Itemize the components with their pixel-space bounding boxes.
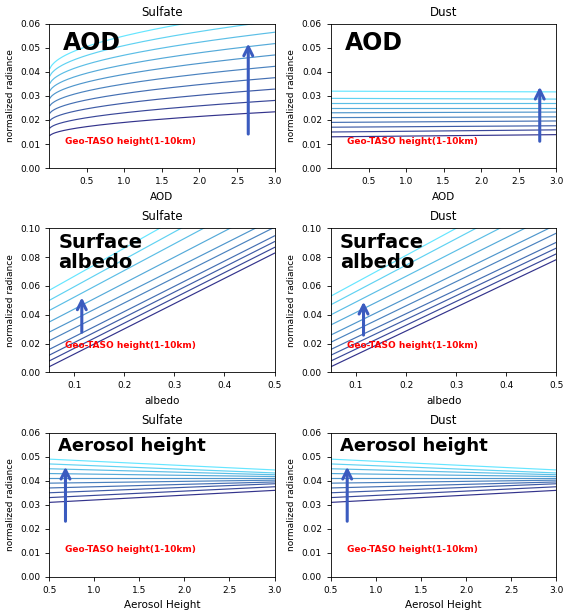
X-axis label: AOD: AOD xyxy=(432,192,455,201)
Text: Geo-TASO height(1-10km): Geo-TASO height(1-10km) xyxy=(347,341,477,350)
X-axis label: Aerosol Height: Aerosol Height xyxy=(405,601,482,610)
Text: Aerosol height: Aerosol height xyxy=(340,437,488,455)
Title: Sulfate: Sulfate xyxy=(141,415,183,428)
Text: Geo-TASO height(1-10km): Geo-TASO height(1-10km) xyxy=(347,545,477,554)
Y-axis label: normalized radiance: normalized radiance xyxy=(6,458,15,551)
Y-axis label: normalized radiance: normalized radiance xyxy=(287,254,296,347)
Y-axis label: normalized radiance: normalized radiance xyxy=(287,458,296,551)
Text: Aerosol height: Aerosol height xyxy=(58,437,206,455)
Text: Geo-TASO height(1-10km): Geo-TASO height(1-10km) xyxy=(347,137,477,145)
X-axis label: albedo: albedo xyxy=(426,396,461,406)
Text: AOD: AOD xyxy=(344,31,402,55)
Text: Surface
albedo: Surface albedo xyxy=(340,233,424,272)
X-axis label: Aerosol Height: Aerosol Height xyxy=(123,601,200,610)
Title: Dust: Dust xyxy=(430,415,457,428)
Title: Sulfate: Sulfate xyxy=(141,210,183,223)
Title: Sulfate: Sulfate xyxy=(141,6,183,18)
X-axis label: albedo: albedo xyxy=(144,396,180,406)
Y-axis label: normalized radiance: normalized radiance xyxy=(6,254,15,347)
Text: Surface
albedo: Surface albedo xyxy=(58,233,142,272)
Y-axis label: normalized radiance: normalized radiance xyxy=(287,49,296,142)
Title: Dust: Dust xyxy=(430,210,457,223)
Title: Dust: Dust xyxy=(430,6,457,18)
Text: Geo-TASO height(1-10km): Geo-TASO height(1-10km) xyxy=(65,137,196,145)
Text: AOD: AOD xyxy=(63,31,121,55)
X-axis label: AOD: AOD xyxy=(150,192,174,201)
Text: Geo-TASO height(1-10km): Geo-TASO height(1-10km) xyxy=(65,545,196,554)
Y-axis label: normalized radiance: normalized radiance xyxy=(6,49,15,142)
Text: Geo-TASO height(1-10km): Geo-TASO height(1-10km) xyxy=(65,341,196,350)
